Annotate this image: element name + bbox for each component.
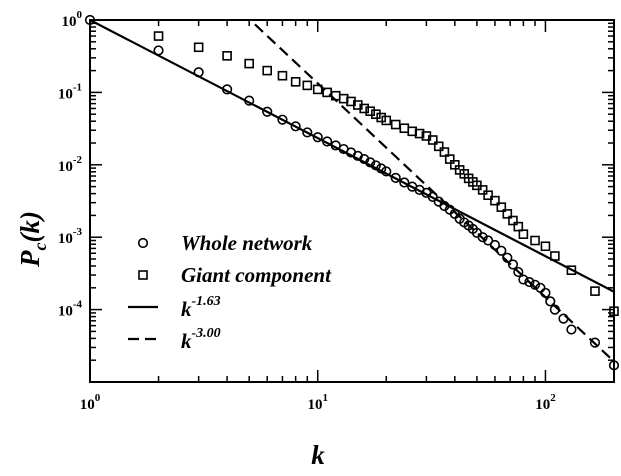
giant-component-point [483, 190, 493, 201]
giant-component-point [381, 115, 392, 126]
giant-component-point [590, 286, 600, 296]
x-tick-label: 101 [307, 392, 328, 413]
y-axis-label: Pc(k) [15, 211, 50, 268]
giant-component-point [153, 31, 164, 41]
whole-network-point [545, 296, 556, 307]
giant-component-point [540, 241, 551, 252]
giant-component-point [244, 58, 254, 69]
legend: Whole network Giant component k-1.63 k-3.00 [128, 231, 332, 353]
legend-label: Giant component [181, 263, 332, 287]
whole-network-point [399, 177, 410, 188]
giant-component-point [439, 147, 450, 157]
y-tick-label: 100 [62, 9, 83, 30]
whole-network-point [549, 304, 560, 315]
giant-component-point [530, 235, 540, 246]
whole-network-point [535, 282, 546, 293]
whole-network-point [370, 160, 381, 171]
giant-component-point [444, 154, 455, 164]
giant-component-point [365, 106, 376, 116]
whole-network-point [529, 279, 541, 290]
y-tick-label: 10-1 [58, 81, 82, 102]
whole-network-point [540, 287, 551, 299]
whole-network-point [483, 235, 494, 246]
whole-network-point [277, 114, 288, 125]
whole-network-point [513, 266, 524, 278]
data-markers [84, 14, 620, 371]
plot-frame [89, 19, 615, 383]
fit-lines [90, 20, 614, 364]
giant-component-point [414, 128, 425, 139]
giant-component-point [427, 135, 438, 145]
giant-component-point [359, 103, 370, 114]
whole-network-point [302, 127, 313, 138]
giant-component-point [513, 221, 524, 232]
y-tick-label: 10-3 [58, 226, 83, 247]
giant-component-point [399, 123, 410, 134]
whole-network-point [502, 252, 513, 263]
giant-component-point [290, 77, 301, 87]
whole-network-point [376, 163, 387, 174]
giant-component-point [277, 70, 288, 81]
whole-network-point [518, 274, 529, 285]
axis-ticks: 100 101 102 100 10-1 10-2 10-3 10-4 [58, 9, 615, 413]
y-axis-label-suffix: (k) [15, 211, 45, 242]
giant-component-point [609, 306, 619, 317]
giant-component-point [508, 215, 518, 226]
whole-network-point [244, 95, 255, 106]
whole-network-point [330, 140, 341, 151]
whole-network-point [381, 166, 392, 177]
whole-network-point [84, 14, 96, 26]
legend-label: Whole network [181, 231, 313, 255]
whole-network-point [290, 121, 301, 132]
whole-network-point [477, 232, 488, 243]
legend-label: k-1.63 [181, 294, 221, 321]
giant-component-point [518, 229, 529, 240]
legend-label: k-3.00 [181, 326, 221, 353]
whole-network-point [608, 360, 620, 371]
whole-network-point [365, 157, 376, 168]
giant-component-point [193, 42, 204, 53]
whole-network-point [322, 136, 333, 147]
x-tick-label: 100 [80, 392, 101, 413]
whole-network-point [524, 276, 535, 288]
whole-network-point [589, 337, 601, 348]
giant-component-point [566, 265, 577, 276]
giant-component-point [222, 51, 232, 61]
whole-network-point [390, 172, 401, 183]
whole-network-point [262, 106, 273, 117]
whole-network-point [222, 84, 233, 95]
whole-network-point [312, 132, 323, 143]
giant-component-point [390, 119, 401, 130]
whole-network-point [507, 259, 519, 270]
whole-network-point [193, 67, 204, 78]
giant-component-point [550, 251, 560, 261]
x-tick-label: 102 [535, 392, 556, 413]
giant-component-point [490, 195, 500, 206]
y-axis-label-main: P [15, 250, 45, 268]
whole-network-point [558, 313, 569, 324]
y-tick-label: 10-4 [58, 299, 83, 320]
giant-component-point [477, 185, 488, 195]
giant-component-point [502, 209, 513, 219]
giant-component-point [262, 65, 273, 76]
giant-component-point [376, 112, 387, 123]
fit-line-dashed [254, 23, 614, 364]
giant-component-point [450, 160, 460, 170]
whole-network-point [496, 245, 507, 256]
y-axis-label-sub: c [30, 242, 50, 250]
x-axis-label: k [311, 440, 325, 470]
giant-component-point [433, 141, 444, 152]
whole-network-point [153, 45, 164, 56]
giant-component-point [496, 202, 507, 212]
giant-component-point [302, 80, 313, 91]
whole-network-point [489, 239, 501, 251]
legend-square-marker [138, 270, 148, 280]
giant-component-point [312, 84, 323, 95]
legend-circle-marker [137, 237, 149, 249]
whole-network-point [566, 324, 577, 335]
y-tick-label: 10-2 [58, 154, 83, 175]
